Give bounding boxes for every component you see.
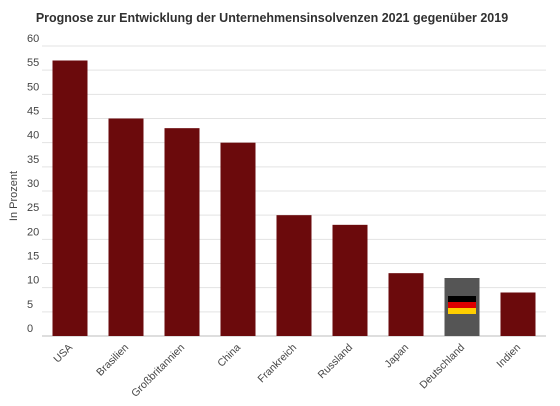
y-tick-label: 10 bbox=[27, 275, 39, 287]
bar-japan bbox=[388, 273, 424, 336]
x-tick-label: China bbox=[215, 342, 243, 370]
x-tick-label: Indien bbox=[494, 342, 523, 371]
y-tick-label: 50 bbox=[27, 81, 39, 93]
bar-russland bbox=[332, 224, 368, 336]
x-tick-label: Deutschland bbox=[417, 342, 467, 392]
y-tick-label: 15 bbox=[27, 251, 39, 263]
chart-title: Prognose zur Entwicklung der Unternehmen… bbox=[36, 11, 508, 25]
y-tick-label: 30 bbox=[27, 178, 39, 190]
x-tick-label: Russland bbox=[316, 342, 356, 382]
bar-china bbox=[220, 142, 256, 336]
y-tick-label: 45 bbox=[27, 106, 39, 118]
x-tick-label: Brasilien bbox=[94, 342, 131, 379]
bar-indien bbox=[500, 292, 536, 336]
bars bbox=[52, 60, 536, 336]
y-axis-label: In Prozent bbox=[8, 171, 20, 221]
y-tick-label: 25 bbox=[27, 202, 39, 214]
y-tick-label: 0 bbox=[27, 323, 33, 335]
y-tick-label: 60 bbox=[27, 33, 39, 45]
y-tick-label: 40 bbox=[27, 130, 39, 142]
y-tick-label: 35 bbox=[27, 154, 39, 166]
y-axis-ticks: 0 5 10 15 20 25 30 35 40 45 50 55 60 bbox=[27, 33, 39, 335]
x-tick-label: USA bbox=[51, 342, 75, 366]
german-flag-icon bbox=[448, 296, 476, 314]
x-tick-label: Frankreich bbox=[256, 342, 300, 386]
bar-großbritannien bbox=[164, 128, 200, 336]
flag-stripe bbox=[448, 308, 476, 314]
bar-usa bbox=[52, 60, 88, 336]
y-tick-label: 5 bbox=[27, 299, 33, 311]
bar-frankreich bbox=[276, 215, 312, 336]
bar-brasilien bbox=[108, 118, 144, 336]
x-tick-label: Japan bbox=[382, 342, 411, 371]
x-tick-label: Großbritannien bbox=[129, 342, 187, 400]
y-tick-label: 55 bbox=[27, 57, 39, 69]
y-tick-label: 20 bbox=[27, 226, 39, 238]
flag-stripe bbox=[448, 302, 476, 308]
flag-stripe bbox=[448, 296, 476, 302]
